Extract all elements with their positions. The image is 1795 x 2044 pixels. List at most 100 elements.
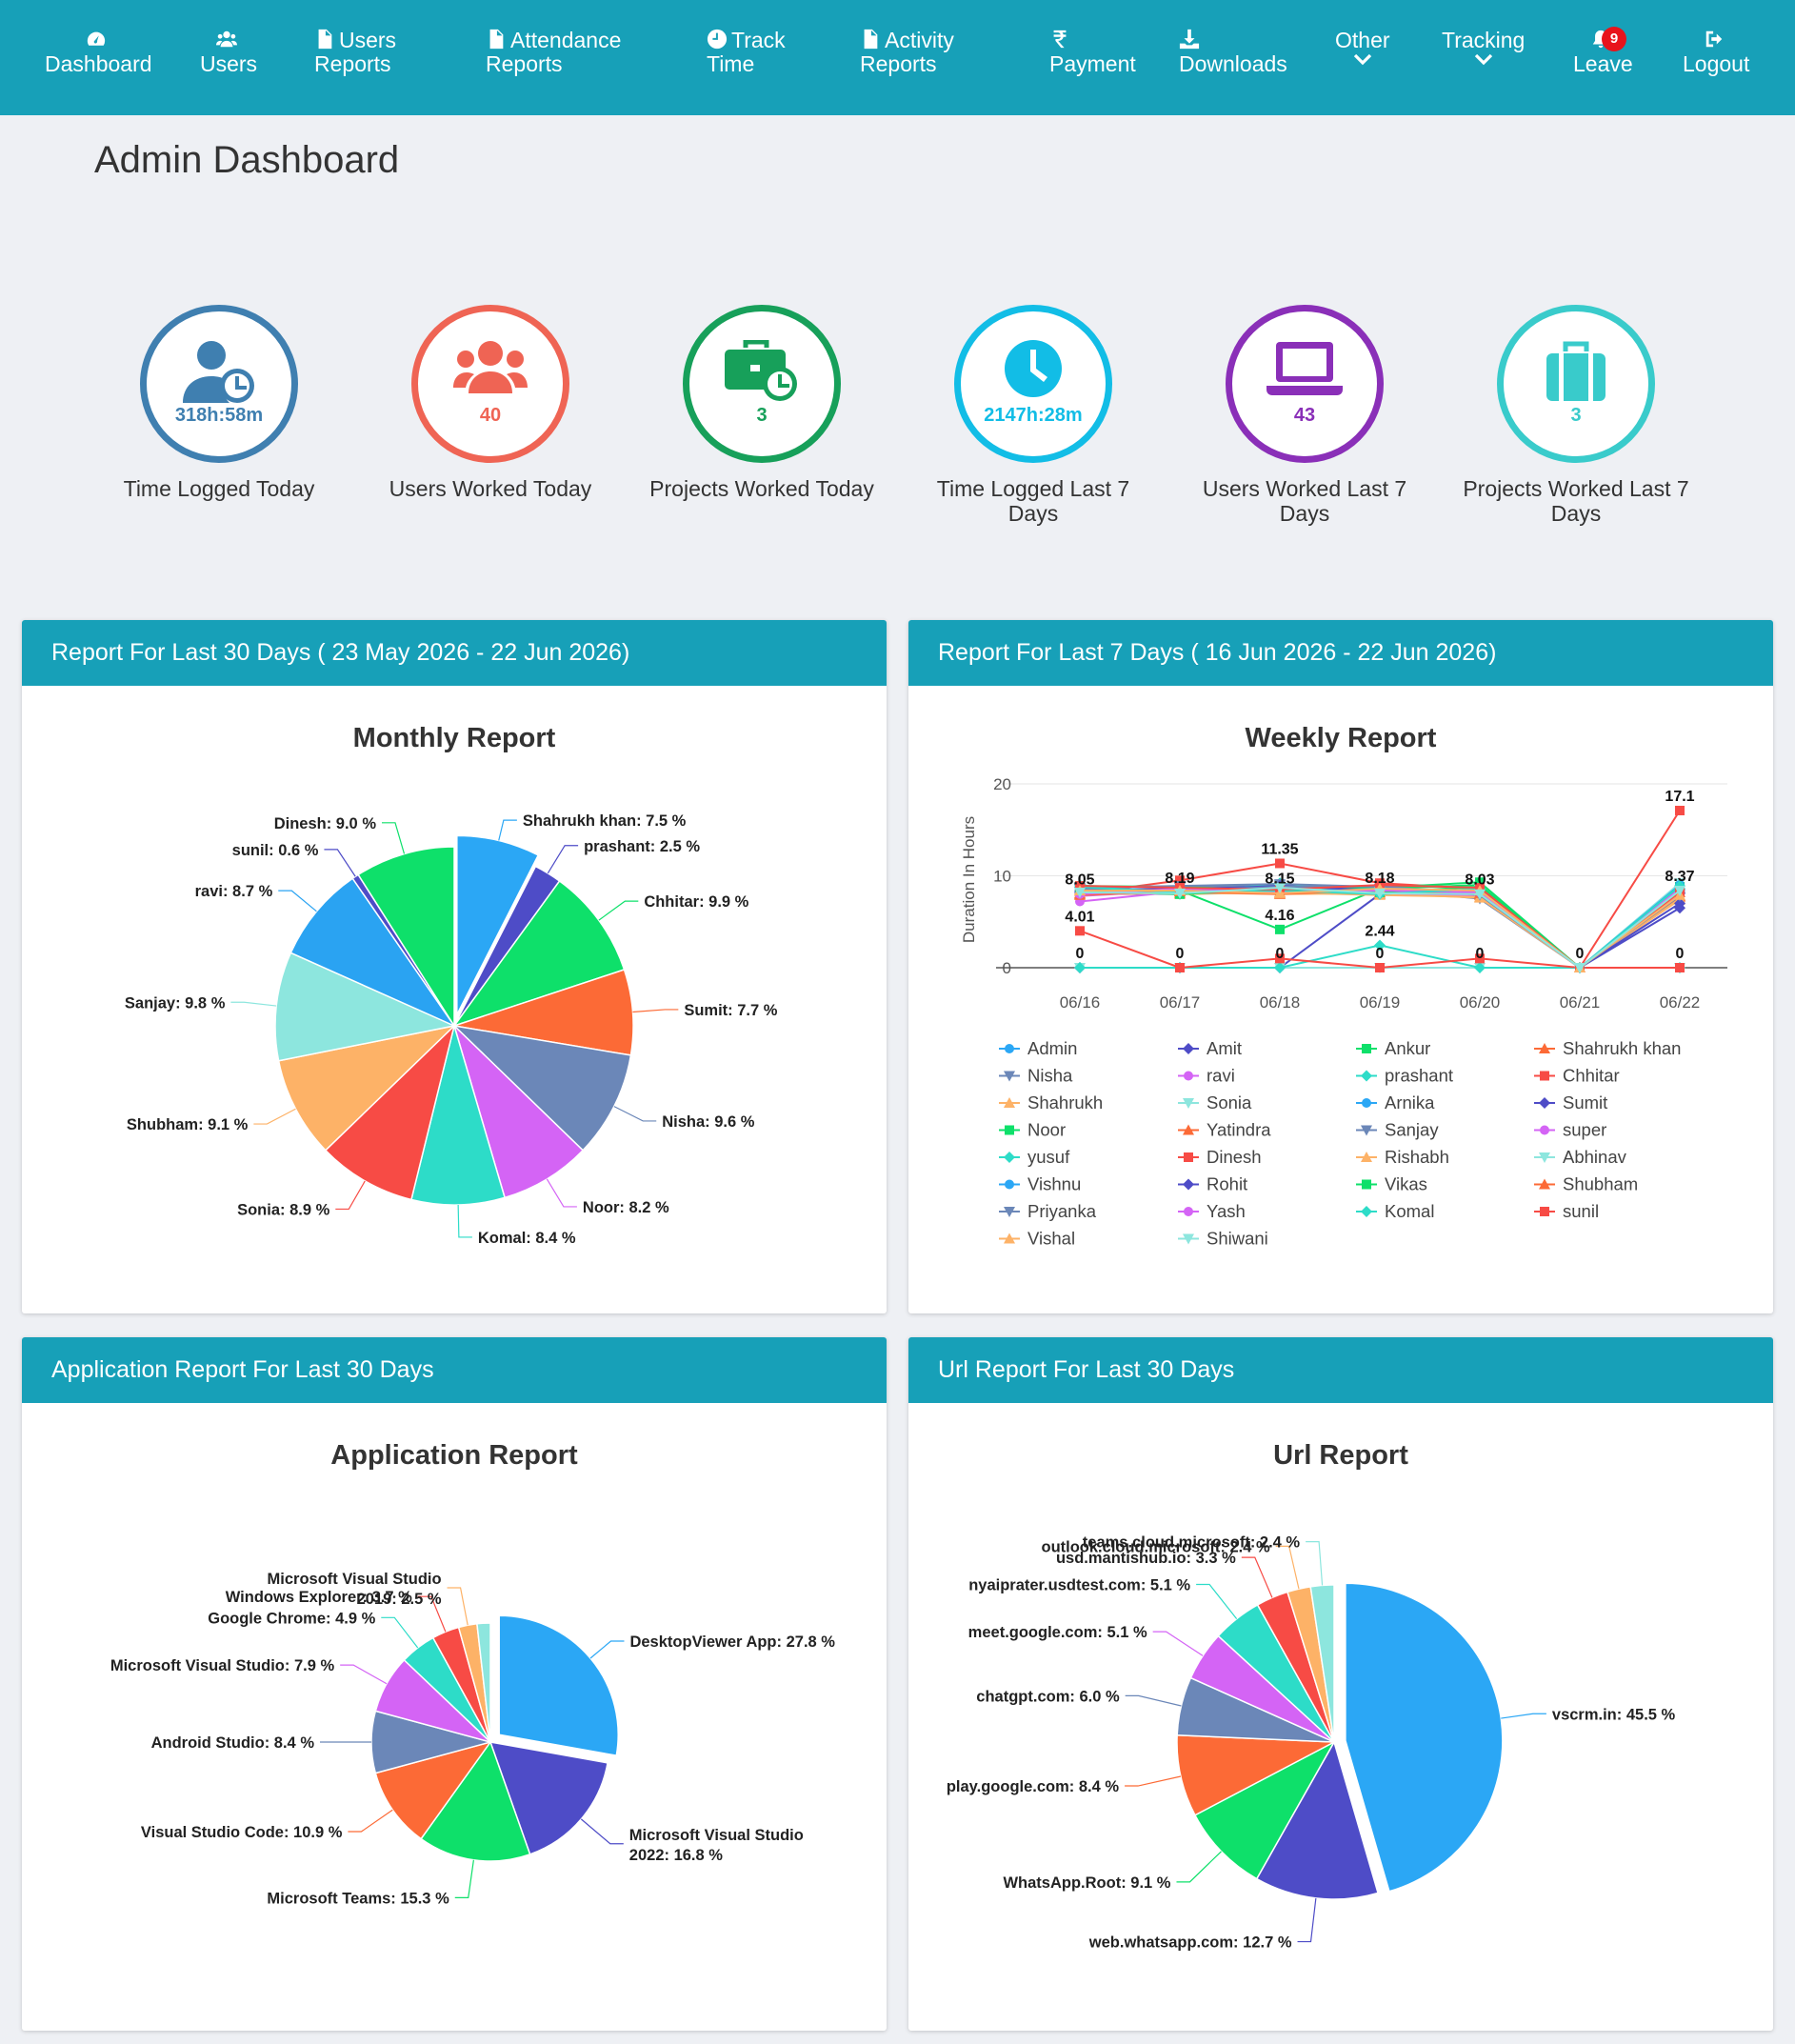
- legend-item[interactable]: Sumit: [1534, 1092, 1607, 1112]
- legend-marker[interactable]: [1361, 1152, 1372, 1162]
- legend-marker[interactable]: [1004, 1207, 1015, 1217]
- legend-marker[interactable]: [1004, 1152, 1015, 1163]
- nav-item-payment[interactable]: Payment: [1049, 29, 1136, 76]
- data-point[interactable]: [1074, 887, 1086, 898]
- legend-marker[interactable]: [1539, 1152, 1550, 1163]
- legend-item[interactable]: Nisha: [999, 1066, 1073, 1086]
- legend-item[interactable]: Noor: [999, 1120, 1066, 1140]
- data-point[interactable]: [1275, 924, 1285, 934]
- data-point[interactable]: [1374, 939, 1386, 952]
- legend-item[interactable]: Priyanka: [999, 1201, 1097, 1221]
- nav-item-other[interactable]: Other: [1335, 29, 1390, 70]
- data-point[interactable]: [1375, 963, 1385, 972]
- pie-slice[interactable]: [274, 952, 457, 1062]
- pie-slice[interactable]: [289, 877, 457, 1028]
- legend-item[interactable]: Abhinav: [1534, 1147, 1627, 1167]
- data-point[interactable]: [1174, 888, 1186, 899]
- pie-slice[interactable]: [277, 1024, 457, 1152]
- nav-item-users[interactable]: Users: [200, 29, 257, 76]
- legend-marker[interactable]: [1362, 1044, 1371, 1053]
- legend-item[interactable]: Yatindra: [1178, 1120, 1271, 1140]
- legend-item[interactable]: Ankur: [1356, 1038, 1430, 1058]
- data-point[interactable]: [1674, 897, 1685, 910]
- pie-slice[interactable]: [1176, 1733, 1337, 1816]
- legend-item[interactable]: Shahrukh khan: [1534, 1038, 1681, 1058]
- legend-marker[interactable]: [1004, 1232, 1015, 1244]
- legend-item[interactable]: Rishabh: [1356, 1147, 1449, 1167]
- data-point[interactable]: [1374, 888, 1386, 899]
- legend-marker[interactable]: [1361, 1206, 1372, 1217]
- legend-marker[interactable]: [1540, 1125, 1549, 1135]
- nav-item-reports[interactable]: Activity Reports: [860, 29, 954, 76]
- legend-item[interactable]: Vikas: [1356, 1174, 1427, 1194]
- data-point[interactable]: [1675, 805, 1685, 815]
- legend-marker[interactable]: [1005, 1044, 1014, 1053]
- legend-marker[interactable]: [1184, 1152, 1193, 1162]
- data-point[interactable]: [1075, 926, 1085, 936]
- legend-item[interactable]: sunil: [1534, 1201, 1599, 1221]
- data-point[interactable]: [1074, 962, 1086, 973]
- legend-item[interactable]: Chhitar: [1534, 1066, 1620, 1086]
- pie-slice[interactable]: [1345, 1582, 1504, 1893]
- legend-item[interactable]: Komal: [1356, 1201, 1434, 1221]
- legend-marker[interactable]: [1005, 1125, 1014, 1135]
- legend-item[interactable]: Dinesh: [1178, 1147, 1262, 1167]
- legend-item[interactable]: Sanjay: [1356, 1120, 1439, 1140]
- nav-item-leave[interactable]: 9 Leave: [1573, 27, 1633, 76]
- nav-item-reports[interactable]: Attendance Reports: [486, 29, 621, 76]
- pie-slice[interactable]: [410, 1023, 507, 1206]
- nav-item-downloads[interactable]: Downloads: [1179, 29, 1287, 76]
- pie-slice[interactable]: [324, 1023, 456, 1201]
- legend-marker[interactable]: [1183, 1124, 1194, 1135]
- nav-item-logout[interactable]: Logout: [1683, 29, 1749, 76]
- legend-marker[interactable]: [1361, 1125, 1372, 1136]
- data-point[interactable]: [1274, 883, 1286, 894]
- legend-marker[interactable]: [1183, 1098, 1194, 1109]
- legend-item[interactable]: Shiwani: [1178, 1229, 1268, 1249]
- legend-marker[interactable]: [1539, 1178, 1550, 1190]
- legend-marker[interactable]: [1184, 1207, 1193, 1216]
- data-point[interactable]: [1675, 963, 1685, 972]
- legend-item[interactable]: Yash: [1178, 1201, 1246, 1221]
- data-point[interactable]: [1274, 962, 1286, 973]
- pie-slice[interactable]: [452, 1023, 585, 1199]
- legend-marker[interactable]: [1362, 1098, 1371, 1108]
- legend-item[interactable]: Arnika: [1356, 1092, 1435, 1112]
- data-point[interactable]: [1275, 953, 1285, 964]
- legend-marker[interactable]: [1362, 1179, 1371, 1190]
- legend-marker[interactable]: [1004, 1097, 1015, 1108]
- legend-marker[interactable]: [1183, 1043, 1194, 1054]
- pie-slice[interactable]: [476, 1622, 491, 1743]
- data-point[interactable]: [1574, 963, 1586, 973]
- legend-marker[interactable]: [1361, 1070, 1372, 1082]
- data-point[interactable]: [1175, 875, 1185, 886]
- legend-marker[interactable]: [1184, 1071, 1193, 1081]
- legend-item[interactable]: Amit: [1178, 1038, 1242, 1058]
- legend-item[interactable]: Vishal: [999, 1229, 1075, 1249]
- data-point[interactable]: [1474, 889, 1486, 900]
- legend-item[interactable]: Shubham: [1534, 1174, 1638, 1194]
- data-point[interactable]: [1275, 858, 1285, 869]
- pie-slice[interactable]: [452, 879, 626, 1028]
- legend-marker[interactable]: [1540, 1207, 1549, 1216]
- nav-item-reports[interactable]: Users Reports: [314, 29, 396, 76]
- legend-marker[interactable]: [1539, 1097, 1550, 1109]
- legend-item[interactable]: prashant: [1356, 1066, 1453, 1086]
- pie-slice[interactable]: [489, 1741, 608, 1855]
- legend-item[interactable]: Shahrukh: [999, 1092, 1103, 1112]
- pie-slice[interactable]: [1193, 1740, 1336, 1880]
- legend-marker[interactable]: [1005, 1179, 1014, 1190]
- legend-item[interactable]: super: [1534, 1120, 1606, 1140]
- nav-item-dashboard[interactable]: Dashboard: [45, 29, 152, 76]
- legend-marker[interactable]: [1183, 1233, 1194, 1245]
- legend-item[interactable]: ravi: [1178, 1066, 1235, 1086]
- data-point[interactable]: [1474, 962, 1486, 973]
- legend-item[interactable]: Admin: [999, 1038, 1077, 1058]
- legend-marker[interactable]: [1004, 1071, 1015, 1082]
- pie-slice[interactable]: [498, 1614, 619, 1757]
- legend-marker[interactable]: [1183, 1178, 1194, 1191]
- pie-slice[interactable]: [1255, 1740, 1379, 1900]
- legend-marker[interactable]: [1540, 1071, 1549, 1081]
- legend-item[interactable]: Vishnu: [999, 1174, 1081, 1194]
- data-point[interactable]: [1674, 885, 1685, 896]
